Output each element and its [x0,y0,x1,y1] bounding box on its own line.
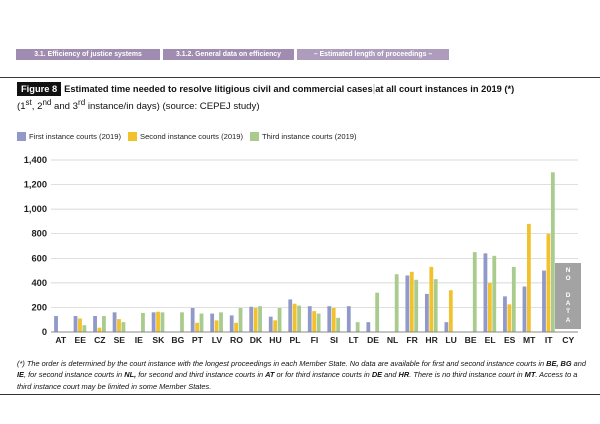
svg-text:FI: FI [311,335,319,345]
svg-text:HU: HU [269,335,281,345]
svg-text:PT: PT [192,335,204,345]
svg-text:800: 800 [31,229,47,239]
svg-text:AT: AT [55,335,67,345]
svg-text:1,200: 1,200 [24,180,47,190]
svg-text:SE: SE [114,335,126,345]
svg-text:EE: EE [75,335,87,345]
svg-text:SI: SI [330,335,338,345]
svg-text:IT: IT [545,335,553,345]
svg-text:LV: LV [212,335,223,345]
svg-text:LT: LT [349,335,360,345]
svg-text:1,000: 1,000 [24,204,47,214]
svg-text:1,400: 1,400 [24,155,47,165]
svg-text:EL: EL [485,335,496,345]
svg-text:0: 0 [42,327,47,337]
svg-text:IE: IE [135,335,143,345]
svg-text:NL: NL [387,335,398,345]
svg-text:CZ: CZ [94,335,105,345]
svg-text:PL: PL [289,335,300,345]
svg-text:HR: HR [425,335,438,345]
svg-text:DK: DK [250,335,263,345]
svg-text:FR: FR [406,335,418,345]
svg-text:ES: ES [504,335,516,345]
svg-text:200: 200 [31,302,47,312]
svg-text:DE: DE [367,335,379,345]
svg-text:BG: BG [171,335,184,345]
svg-text:MT: MT [523,335,536,345]
svg-text:400: 400 [31,278,47,288]
svg-text:LU: LU [445,335,456,345]
svg-text:BE: BE [465,335,477,345]
svg-text:SK: SK [152,335,165,345]
svg-text:RO: RO [230,335,243,345]
svg-text:CY: CY [562,335,574,345]
svg-text:600: 600 [31,253,47,263]
